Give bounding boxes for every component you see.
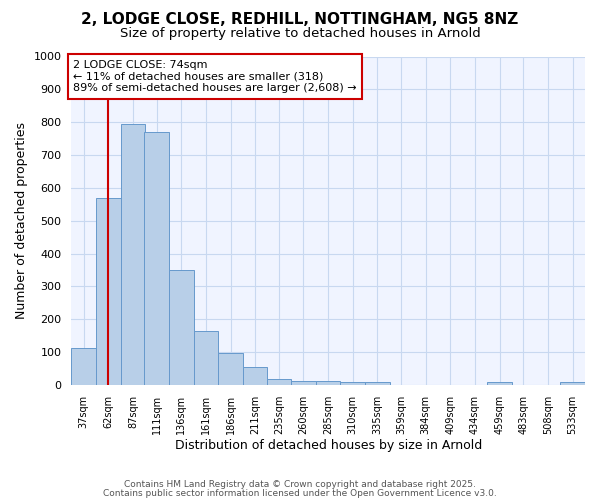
Bar xyxy=(316,381,340,385)
Bar xyxy=(560,382,585,385)
Bar xyxy=(71,348,96,385)
Bar xyxy=(218,353,243,385)
Bar xyxy=(194,330,218,385)
Y-axis label: Number of detached properties: Number of detached properties xyxy=(15,122,28,319)
Bar xyxy=(365,382,390,385)
X-axis label: Distribution of detached houses by size in Arnold: Distribution of detached houses by size … xyxy=(175,440,482,452)
Text: Contains public sector information licensed under the Open Government Licence v3: Contains public sector information licen… xyxy=(103,489,497,498)
Text: Size of property relative to detached houses in Arnold: Size of property relative to detached ho… xyxy=(119,28,481,40)
Bar xyxy=(121,124,145,385)
Text: 2, LODGE CLOSE, REDHILL, NOTTINGHAM, NG5 8NZ: 2, LODGE CLOSE, REDHILL, NOTTINGHAM, NG5… xyxy=(82,12,518,28)
Bar xyxy=(266,379,291,385)
Bar xyxy=(340,382,365,385)
Text: Contains HM Land Registry data © Crown copyright and database right 2025.: Contains HM Land Registry data © Crown c… xyxy=(124,480,476,489)
Bar xyxy=(291,381,316,385)
Bar xyxy=(243,368,268,385)
Bar xyxy=(144,132,169,385)
Bar xyxy=(169,270,194,385)
Bar xyxy=(96,198,121,385)
Text: 2 LODGE CLOSE: 74sqm
← 11% of detached houses are smaller (318)
89% of semi-deta: 2 LODGE CLOSE: 74sqm ← 11% of detached h… xyxy=(73,60,357,93)
Bar xyxy=(487,382,512,385)
